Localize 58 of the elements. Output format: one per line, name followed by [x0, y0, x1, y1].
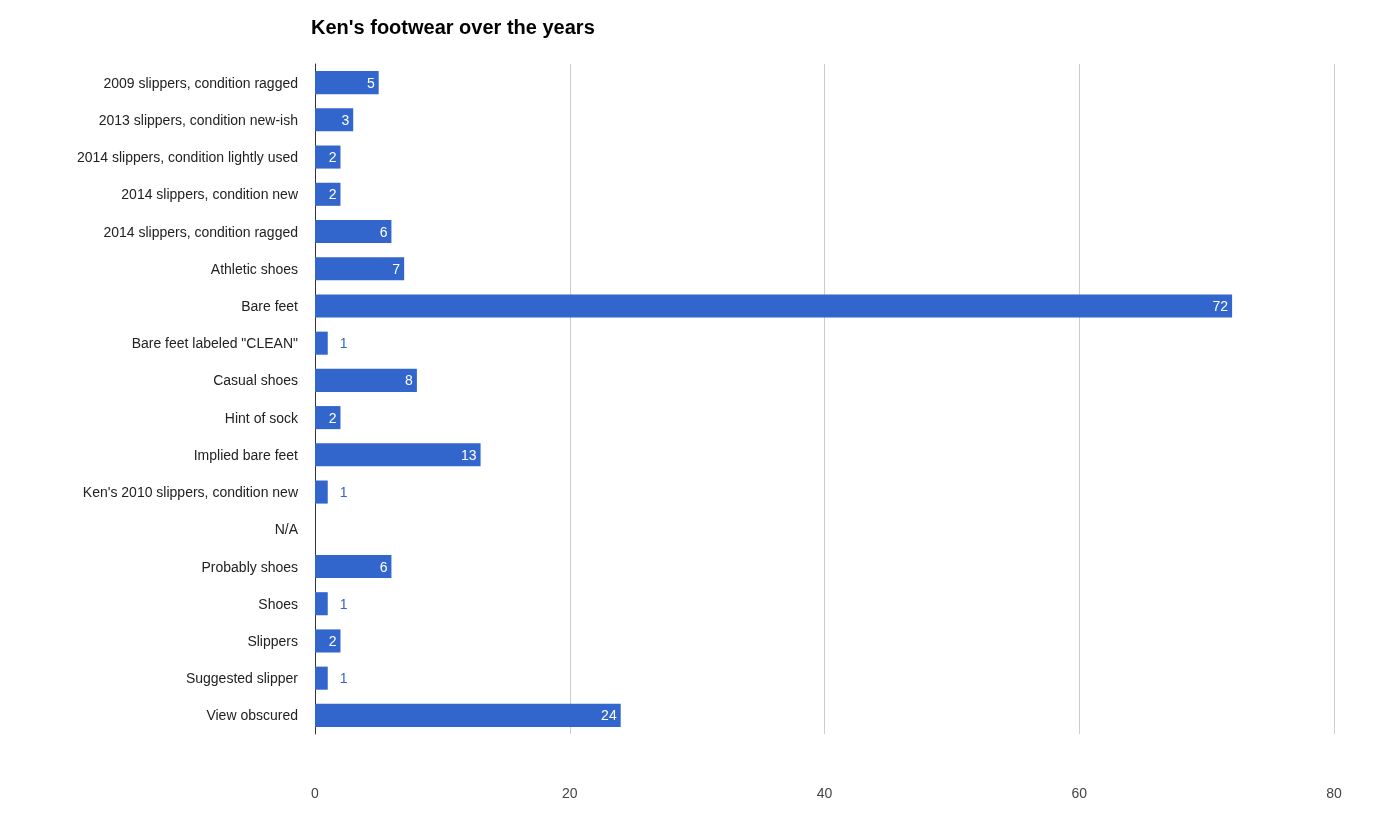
data-label: 2 — [328, 149, 337, 166]
y-tick-label: Ken's 2010 slippers, condition new — [82, 484, 299, 501]
y-tick-label: Bare feet labeled "CLEAN" — [131, 335, 299, 352]
bar — [315, 257, 405, 281]
y-tick-label: N/A — [274, 521, 299, 538]
x-tick-label: 20 — [561, 785, 578, 801]
data-label: 6 — [379, 223, 388, 240]
x-tick-label: 40 — [816, 785, 833, 801]
data-label: 8 — [405, 372, 414, 389]
y-tick-label: 2013 slippers, condition new-ish — [98, 111, 298, 128]
bar — [315, 182, 341, 206]
bar — [315, 592, 328, 616]
bar — [315, 443, 481, 467]
bar — [315, 554, 392, 579]
data-label: 2 — [328, 186, 337, 203]
data-label: 72 — [1212, 297, 1229, 314]
y-tick-label: 2014 slippers, condition ragged — [103, 223, 298, 240]
bar — [315, 703, 621, 727]
y-tick-label: 2014 slippers, condition new — [121, 186, 299, 203]
x-tick-label: 60 — [1071, 785, 1088, 801]
data-label: 5 — [366, 74, 375, 91]
bar — [315, 145, 341, 169]
bar — [315, 219, 392, 244]
y-tick-label: View obscured — [206, 707, 298, 724]
data-label: 1 — [339, 484, 348, 501]
y-tick-label: Suggested slipper — [185, 670, 299, 687]
x-tick-label: 0 — [311, 785, 320, 801]
bar — [315, 629, 341, 653]
data-label: 3 — [341, 111, 350, 128]
bar — [315, 368, 417, 392]
data-label: 7 — [392, 260, 401, 277]
data-label: 1 — [339, 670, 348, 687]
y-tick-label: Shoes — [258, 595, 298, 612]
bar — [315, 71, 379, 95]
y-tick-label: Probably shoes — [201, 558, 298, 575]
bar — [315, 108, 354, 132]
y-tick-label: Hint of sock — [224, 409, 299, 426]
bar — [315, 294, 1233, 318]
bar — [315, 666, 328, 690]
bar — [315, 406, 341, 430]
x-tick-label: 80 — [1326, 785, 1342, 801]
data-label: 2 — [328, 409, 337, 426]
data-label: 6 — [379, 558, 388, 575]
y-tick-label: 2014 slippers, condition lightly used — [76, 149, 298, 166]
chart-title: Ken's footwear over the years — [311, 16, 595, 38]
y-tick-label: Casual shoes — [213, 372, 298, 389]
y-tick-label: 2009 slippers, condition ragged — [103, 74, 298, 91]
y-tick-label: Bare feet — [241, 297, 299, 314]
bar — [315, 331, 328, 355]
y-tick-label: Athletic shoes — [210, 260, 298, 277]
data-label: 1 — [339, 335, 348, 352]
bar — [315, 480, 328, 504]
data-label: 2 — [328, 632, 337, 649]
y-tick-label: Implied bare feet — [193, 446, 299, 463]
y-tick-label: Slippers — [247, 632, 298, 649]
data-label: 24 — [601, 707, 617, 724]
data-label: 13 — [461, 446, 477, 463]
data-label: 1 — [339, 595, 348, 612]
